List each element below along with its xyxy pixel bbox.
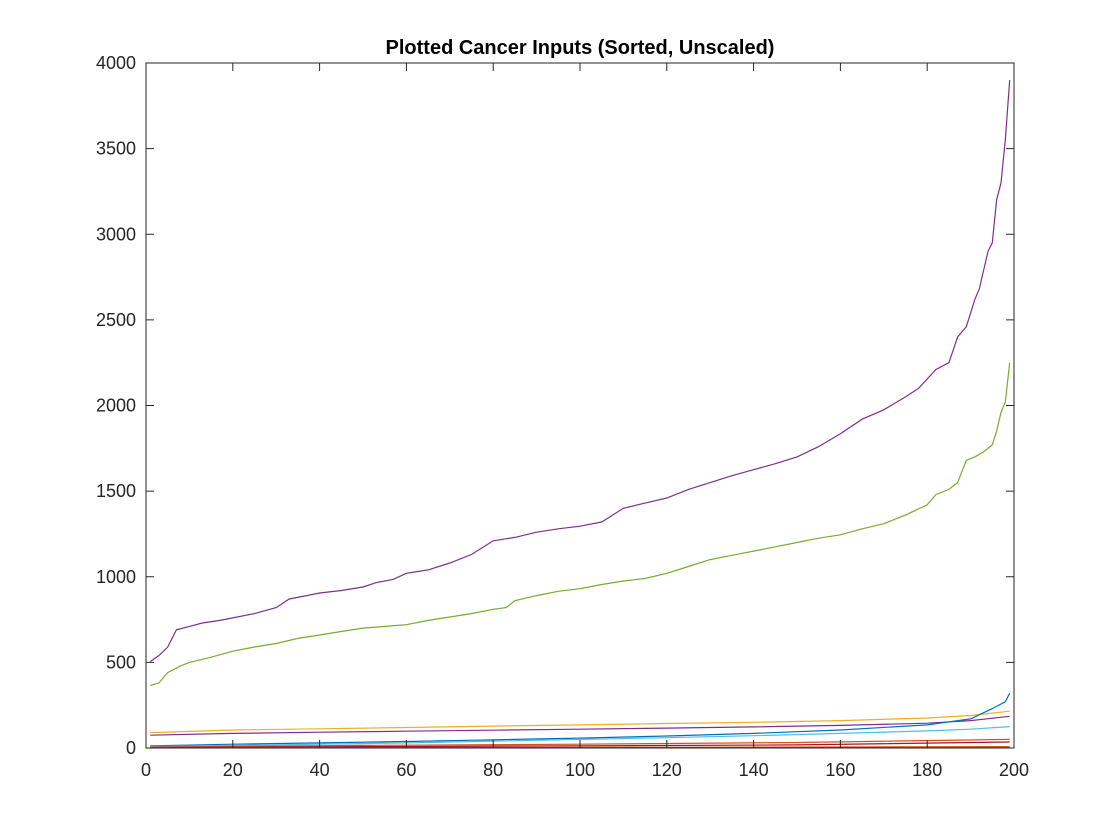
- y-tick-label-0: 0: [126, 738, 136, 758]
- y-tick-label-1000: 1000: [96, 567, 136, 587]
- x-tick-label-160: 160: [825, 760, 855, 780]
- y-tick-label-3500: 3500: [96, 139, 136, 159]
- x-tick-label-0: 0: [141, 760, 151, 780]
- x-tick-label-140: 140: [739, 760, 769, 780]
- y-tick-label-2000: 2000: [96, 396, 136, 416]
- series-line-2: [150, 362, 1011, 687]
- x-tick-label-40: 40: [310, 760, 330, 780]
- chart-title: Plotted Cancer Inputs (Sorted, Unscaled): [386, 37, 775, 59]
- series-line-5: [150, 692, 1011, 747]
- series-line-3: [150, 710, 1010, 734]
- y-tick-label-2500: 2500: [96, 310, 136, 330]
- series-line-6: [150, 726, 1010, 748]
- y-tick-label-500: 500: [106, 652, 136, 672]
- x-tick-label-80: 80: [483, 760, 503, 780]
- y-tick-label-3000: 3000: [96, 224, 136, 244]
- x-tick-label-100: 100: [565, 760, 595, 780]
- y-tick-label-1500: 1500: [96, 481, 136, 501]
- x-tick-label-60: 60: [396, 760, 416, 780]
- x-tick-label-20: 20: [223, 760, 243, 780]
- x-tick-label-180: 180: [912, 760, 942, 780]
- x-tick-label-200: 200: [999, 760, 1029, 780]
- tick-layer: 0 20 40 60 80 100 120 140 160 180 2000500100015002…: [96, 53, 1029, 780]
- y-tick-label-4000: 4000: [96, 53, 136, 73]
- series-line-1: [149, 80, 1011, 662]
- series-line-4: [150, 715, 1010, 736]
- plot-area: [146, 63, 1014, 748]
- x-tick-label-120: 120: [652, 760, 682, 780]
